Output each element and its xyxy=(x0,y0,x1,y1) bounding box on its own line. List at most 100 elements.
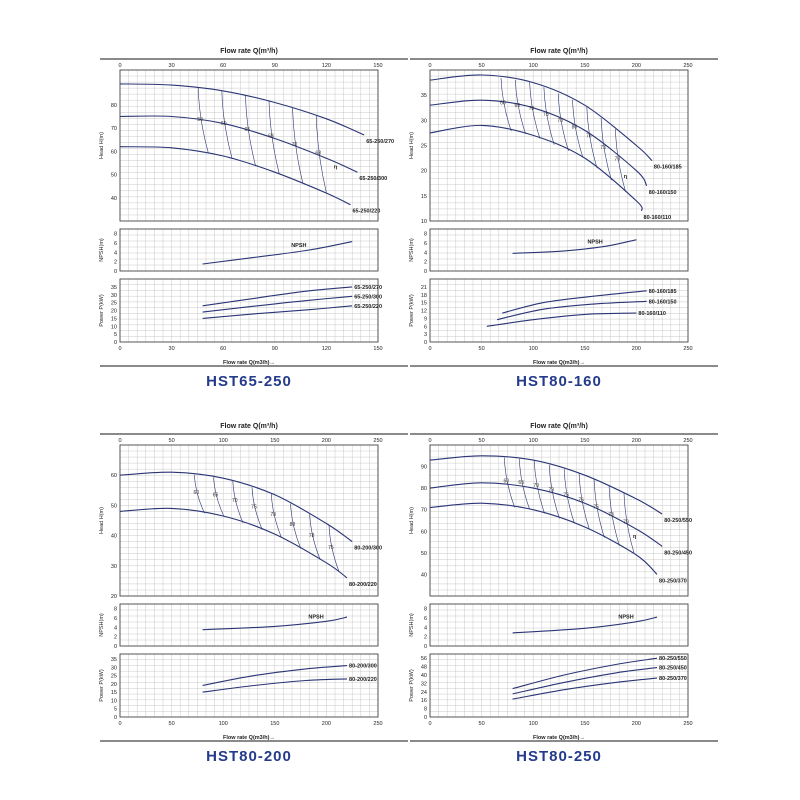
head-y-tick-label: 50 xyxy=(111,173,117,179)
power-series-label: 80-160/110 xyxy=(638,311,666,317)
npsh-y-tick-label: 0 xyxy=(424,644,427,650)
efficiency-iso-curve xyxy=(515,79,526,135)
x-tick-bottom-label: 50 xyxy=(479,721,485,727)
x-tick-top-label: 0 xyxy=(118,438,121,444)
npsh-curve-NPSH xyxy=(202,241,353,265)
efficiency-label: 70 xyxy=(292,142,298,148)
x-tick-bottom-label: 0 xyxy=(118,721,121,727)
head-y-axis-label: Head H(m) xyxy=(409,132,415,159)
model-title: HST80-250 xyxy=(516,748,602,765)
efficiency-iso-curve xyxy=(213,477,225,517)
power-y-tick-label: 0 xyxy=(424,715,427,721)
efficiency-label: 78 xyxy=(270,512,276,518)
efficiency-label: 75 xyxy=(593,505,599,511)
npsh-y-tick-label: 2 xyxy=(424,635,427,641)
efficiency-label: 75 xyxy=(563,492,569,498)
head-series-label: 80-200/220 xyxy=(349,582,377,588)
head-y-tick-label: 40 xyxy=(111,196,117,202)
efficiency-iso-curve xyxy=(251,487,263,530)
power-series-label: 80-160/150 xyxy=(649,299,677,305)
efficiency-iso-curve xyxy=(578,473,590,530)
x-tick-top-label: 30 xyxy=(169,63,175,69)
head-curve-65-250/270 xyxy=(119,83,365,136)
x-tick-bottom-label: 200 xyxy=(632,721,641,727)
efficiency-label: 70 xyxy=(533,483,539,489)
efficiency-iso-curve xyxy=(221,90,233,159)
head-series-label: 80-250/370 xyxy=(659,578,687,584)
power-y-tick-label: 35 xyxy=(111,285,117,291)
power-y-axis-label: Power P(kW) xyxy=(99,294,105,327)
efficiency-label: 65 xyxy=(213,493,219,499)
model-title: HST65-250 xyxy=(206,373,292,390)
efficiency-label: 76 xyxy=(578,498,584,504)
power-y-tick-label: 20 xyxy=(111,309,117,315)
efficiency-label: 78 xyxy=(557,118,563,124)
power-y-tick-label: 15 xyxy=(111,316,117,322)
x-tick-bottom-label: 150 xyxy=(373,346,382,352)
head-y-tick-label: 15 xyxy=(421,194,427,200)
head-y-tick-label: 70 xyxy=(421,508,427,514)
efficiency-label: 73 xyxy=(608,512,614,518)
x-tick-top-label: 50 xyxy=(169,438,175,444)
x-tick-top-label: 50 xyxy=(479,438,485,444)
head-y-tick-label: 20 xyxy=(421,169,427,175)
head-y-tick-label: 40 xyxy=(111,534,117,540)
power-y-tick-label: 56 xyxy=(421,656,427,662)
efficiency-label: 75 xyxy=(543,112,549,118)
efficiency-iso-curve xyxy=(290,503,302,549)
x-tick-bottom-label: 250 xyxy=(373,721,382,727)
efficiency-iso-curve xyxy=(563,469,575,524)
npsh-y-axis-label: NPSH(m) xyxy=(409,238,415,262)
head-curve-80-250/450 xyxy=(429,482,663,547)
efficiency-iso-curve xyxy=(586,106,598,169)
power-panel-frame xyxy=(119,278,379,343)
x-tick-bottom-label: 50 xyxy=(169,721,175,727)
efficiency-iso-curve xyxy=(315,115,327,194)
efficiency-label: 70 xyxy=(529,106,535,112)
efficiency-iso-curve xyxy=(600,117,612,181)
power-curve-80-160/185 xyxy=(502,290,647,314)
npsh-y-tick-label: 0 xyxy=(424,269,427,275)
efficiency-iso-curve xyxy=(328,525,340,573)
power-y-tick-label: 6 xyxy=(424,324,427,330)
power-y-tick-label: 15 xyxy=(421,301,427,307)
x-tick-bottom-label: 150 xyxy=(580,346,589,352)
npsh-y-tick-label: 8 xyxy=(424,232,427,238)
npsh-y-tick-label: 0 xyxy=(114,644,117,650)
npsh-panel-frame xyxy=(119,603,379,647)
npsh-y-tick-label: 2 xyxy=(424,260,427,266)
head-y-tick-label: 50 xyxy=(111,503,117,509)
npsh-y-tick-label: 4 xyxy=(424,625,427,631)
power-series-label: 80-250/450 xyxy=(659,666,687,672)
x-tick-top-label: 0 xyxy=(428,438,431,444)
x-tick-top-label: 100 xyxy=(529,63,538,69)
power-panel-frame xyxy=(429,278,689,343)
efficiency-label: 75 xyxy=(251,505,257,511)
npsh-y-tick-label: 4 xyxy=(114,250,117,256)
efficiency-label: 60 xyxy=(221,121,227,127)
power-y-tick-label: 18 xyxy=(421,293,427,299)
x-tick-bottom-label: 60 xyxy=(220,346,226,352)
head-y-tick-label: 35 xyxy=(421,93,427,99)
efficiency-iso-curve xyxy=(194,474,205,514)
efficiency-iso-curve xyxy=(309,514,321,560)
power-y-tick-label: 48 xyxy=(421,665,427,671)
power-curve-80-250/450 xyxy=(512,667,658,695)
x-tick-bottom-label: 200 xyxy=(632,346,641,352)
efficiency-symbol: η xyxy=(633,534,637,540)
x-tick-top-label: 0 xyxy=(118,63,121,69)
power-curve-80-200/220 xyxy=(202,678,348,693)
head-panel-frame xyxy=(119,69,379,222)
npsh-curve-NPSH xyxy=(512,616,658,634)
efficiency-iso-curve xyxy=(572,99,584,158)
efficiency-label: 65 xyxy=(245,127,251,133)
efficiency-label: 70 xyxy=(615,157,621,163)
power-curve-80-250/370 xyxy=(512,677,658,700)
x-tick-top-label: 50 xyxy=(479,63,485,69)
efficiency-label: 50 xyxy=(197,117,203,123)
x-tick-bottom-label: 200 xyxy=(322,721,331,727)
power-series-label: 80-250/370 xyxy=(659,676,687,682)
npsh-panel-frame xyxy=(429,228,689,272)
head-y-axis-label: Head H(m) xyxy=(409,507,415,534)
head-series-label: 80-250/450 xyxy=(664,550,692,556)
